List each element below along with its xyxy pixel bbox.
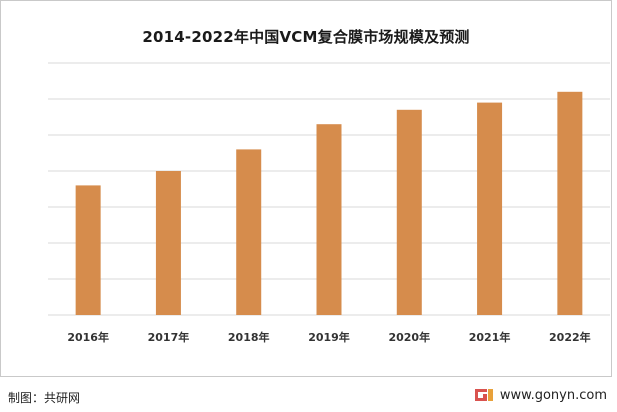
website-link[interactable]: www.gonyn.com <box>474 386 607 404</box>
bar <box>155 171 181 315</box>
bar <box>316 124 342 315</box>
x-tick-label: 2019年 <box>308 330 350 344</box>
x-axis-labels: 2016年 2017年 2018年 2019年 2020年 2021年 2022年 <box>67 330 590 344</box>
bar <box>477 102 503 315</box>
x-tick-label: 2022年 <box>549 330 591 344</box>
bars <box>75 91 583 315</box>
x-tick-label: 2020年 <box>388 330 430 344</box>
x-tick-label: 2017年 <box>148 330 190 344</box>
bar <box>557 91 583 315</box>
x-tick-label: 2016年 <box>67 330 109 344</box>
website-text[interactable]: www.gonyn.com <box>499 387 607 403</box>
x-tick-label: 2018年 <box>228 330 270 344</box>
bar <box>236 149 262 315</box>
x-tick-label: 2021年 <box>469 330 511 344</box>
bar-chart: 2016年 2017年 2018年 2019年 2020年 2021年 2022年 <box>48 62 610 344</box>
gonyn-logo-icon <box>474 386 494 404</box>
chart-title: 2014-2022年中国VCM复合膜市场规模及预测 <box>142 28 470 46</box>
bar <box>75 185 101 315</box>
bar <box>396 109 422 315</box>
source-label: 制图：共研网 <box>8 391 81 405</box>
